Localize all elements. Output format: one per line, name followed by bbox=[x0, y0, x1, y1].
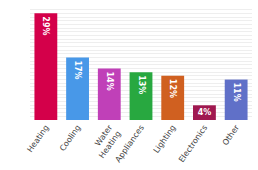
svg-text:4%: 4% bbox=[198, 108, 212, 117]
svg-text:Lighting: Lighting bbox=[152, 123, 178, 155]
svg-text:Heating: Heating bbox=[25, 123, 50, 154]
svg-text:Appliances: Appliances bbox=[114, 123, 146, 164]
svg-text:11%: 11% bbox=[232, 83, 241, 102]
svg-text:17%: 17% bbox=[73, 60, 82, 79]
svg-text:12%: 12% bbox=[168, 79, 177, 98]
svg-text:WaterHeating: WaterHeating bbox=[89, 123, 123, 160]
svg-text:Electronics: Electronics bbox=[177, 123, 209, 164]
svg-text:13%: 13% bbox=[137, 75, 146, 94]
svg-text:14%: 14% bbox=[105, 72, 114, 91]
svg-text:Other: Other bbox=[221, 123, 242, 147]
svg-text:Cooling: Cooling bbox=[58, 123, 83, 153]
svg-text:29%: 29% bbox=[41, 16, 50, 35]
